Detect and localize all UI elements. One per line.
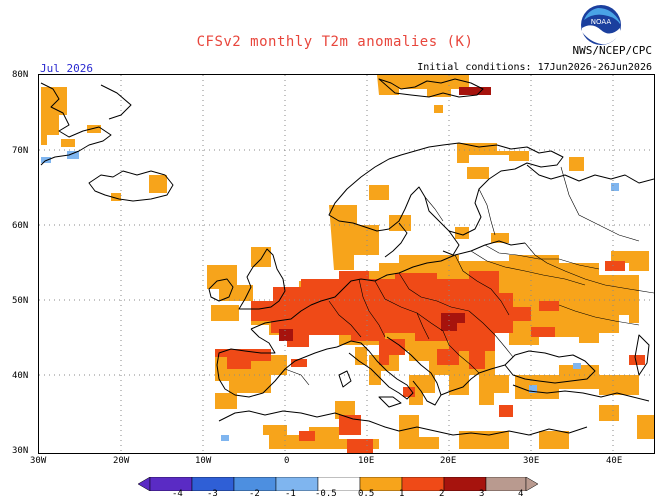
lon-label-10e: 10E xyxy=(358,456,375,466)
map-canvas xyxy=(39,75,654,453)
colorbar-label-3: 3 xyxy=(479,489,485,499)
lat-label-80n: 80N xyxy=(12,70,29,80)
lat-label-70n: 70N xyxy=(12,146,29,156)
anomaly-map xyxy=(38,74,655,454)
colorbar xyxy=(137,476,539,495)
forecast-month: Jul 2026 xyxy=(40,62,93,75)
anomaly-1-2-fill xyxy=(215,261,645,453)
colorbar-label-neg2: -2 xyxy=(249,489,260,499)
colorbar-label-neg4: -4 xyxy=(172,489,183,499)
lon-label-10w: 10W xyxy=(195,456,212,466)
colorbar-label-05: 0.5 xyxy=(358,489,375,499)
lon-label-0: 0 xyxy=(284,456,290,466)
colorbar-label-neg05: -0.5 xyxy=(315,489,337,499)
colorbar-label-2: 2 xyxy=(439,489,445,499)
lat-label-30n: 30N xyxy=(12,446,29,456)
country-borders xyxy=(284,166,654,386)
graticule xyxy=(39,75,654,453)
colorbar-label-1: 1 xyxy=(399,489,405,499)
colorbar-label-neg1: -1 xyxy=(285,489,296,499)
lon-label-20w: 20W xyxy=(113,456,130,466)
lon-label-40e: 40E xyxy=(606,456,623,466)
colorbar-label-neg3: -3 xyxy=(207,489,218,499)
map-title: CFSv2 monthly T2m anomalies (K) xyxy=(196,34,474,50)
lon-label-30w: 30W xyxy=(30,456,47,466)
lat-label-50n: 50N xyxy=(12,296,29,306)
lat-label-60n: 60N xyxy=(12,221,29,231)
anomaly-2-3-fill xyxy=(279,87,491,341)
initial-conditions: Initial conditions: 17Jun2026-26Jun2026 xyxy=(417,62,652,73)
agency-label: NWS/NCEP/CPC xyxy=(572,44,652,57)
lon-label-20e: 20E xyxy=(440,456,457,466)
colorbar-svg xyxy=(137,476,539,492)
lon-label-30e: 30E xyxy=(523,456,540,466)
anomaly-0.5-1-fill xyxy=(41,75,654,449)
colorbar-label-4: 4 xyxy=(518,489,524,499)
lat-label-40n: 40N xyxy=(12,371,29,381)
noaa-logo: NOAA xyxy=(580,4,622,46)
svg-text:NOAA: NOAA xyxy=(591,18,612,26)
